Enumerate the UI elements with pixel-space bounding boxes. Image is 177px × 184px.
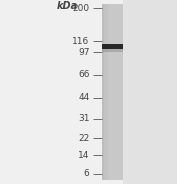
Text: 6: 6 (84, 169, 89, 178)
Text: 116: 116 (72, 37, 89, 46)
Bar (102, 49, 123, 52)
Text: 66: 66 (78, 70, 89, 79)
Bar (105, 4, 106, 180)
Bar (106, 4, 107, 180)
Bar (107, 4, 108, 180)
Bar (123, 0, 177, 184)
Text: 200: 200 (72, 4, 89, 13)
Bar (102, 4, 104, 180)
Bar (107, 4, 108, 180)
Bar (102, 4, 103, 180)
Text: 14: 14 (78, 151, 89, 160)
Text: kDa: kDa (57, 1, 78, 11)
Text: 31: 31 (78, 114, 89, 123)
Text: 97: 97 (78, 48, 89, 57)
Bar (103, 4, 104, 180)
Text: 22: 22 (78, 134, 89, 143)
Bar (102, 4, 123, 180)
Bar (104, 4, 105, 180)
Bar (102, 44, 123, 49)
Text: 44: 44 (78, 93, 89, 102)
